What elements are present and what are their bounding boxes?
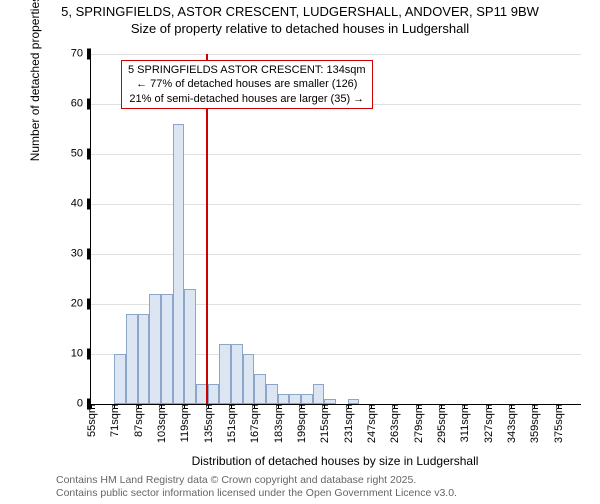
histogram-bar bbox=[161, 294, 173, 404]
grid-line bbox=[91, 54, 581, 55]
x-tick-label: 135sqm bbox=[201, 404, 215, 443]
histogram-bar bbox=[289, 394, 301, 404]
x-tick-label: 263sqm bbox=[387, 404, 401, 443]
x-tick-label: 71sqm bbox=[107, 404, 121, 437]
info-line-2: ← 77% of detached houses are smaller (12… bbox=[136, 78, 357, 90]
x-tick-label: 247sqm bbox=[364, 404, 378, 443]
x-tick-label: 327sqm bbox=[481, 404, 495, 443]
histogram-bar bbox=[126, 314, 138, 404]
x-tick-label: 199sqm bbox=[294, 404, 308, 443]
histogram-bar bbox=[208, 384, 220, 404]
title-line-1: 5, SPRINGFIELDS, ASTOR CRESCENT, LUDGERS… bbox=[61, 4, 539, 19]
y-tick-label: 40 bbox=[71, 199, 91, 210]
grid-line bbox=[91, 204, 581, 205]
histogram-bar bbox=[149, 294, 161, 404]
footer-attribution: Contains HM Land Registry data © Crown c… bbox=[56, 474, 457, 500]
y-tick-label: 30 bbox=[71, 249, 91, 260]
histogram-bar bbox=[243, 354, 255, 404]
x-tick-label: 55sqm bbox=[84, 404, 98, 437]
grid-line bbox=[91, 254, 581, 255]
x-tick-label: 215sqm bbox=[317, 404, 331, 443]
histogram-bar bbox=[278, 394, 290, 404]
histogram-bar bbox=[173, 124, 185, 404]
y-tick-label: 60 bbox=[71, 99, 91, 110]
histogram-bar bbox=[266, 384, 278, 404]
histogram-bar bbox=[138, 314, 150, 404]
y-tick-label: 70 bbox=[71, 49, 91, 60]
histogram-bar bbox=[184, 289, 196, 404]
x-tick-label: 311sqm bbox=[457, 404, 471, 442]
chart-title: 5, SPRINGFIELDS, ASTOR CRESCENT, LUDGERS… bbox=[0, 4, 600, 38]
x-tick-label: 375sqm bbox=[551, 404, 565, 443]
x-tick-label: 231sqm bbox=[341, 404, 355, 443]
x-tick-label: 183sqm bbox=[271, 404, 285, 443]
y-tick-label: 20 bbox=[71, 299, 91, 310]
x-tick-label: 343sqm bbox=[504, 404, 518, 443]
histogram-bar bbox=[231, 344, 243, 404]
footer-line-2: Contains public sector information licen… bbox=[56, 487, 457, 499]
y-tick-label: 50 bbox=[71, 149, 91, 160]
property-info-box: 5 SPRINGFIELDS ASTOR CRESCENT: 134sqm ← 7… bbox=[121, 60, 373, 109]
x-tick-label: 87sqm bbox=[131, 404, 145, 437]
y-tick-label: 10 bbox=[71, 349, 91, 360]
y-axis-label: Number of detached properties bbox=[28, 0, 42, 161]
title-line-2: Size of property relative to detached ho… bbox=[131, 21, 469, 36]
x-tick-label: 295sqm bbox=[434, 404, 448, 443]
histogram-bar bbox=[254, 374, 266, 404]
footer-line-1: Contains HM Land Registry data © Crown c… bbox=[56, 474, 416, 486]
grid-line bbox=[91, 154, 581, 155]
x-tick-label: 279sqm bbox=[411, 404, 425, 443]
histogram-bar bbox=[313, 384, 325, 404]
x-tick-label: 103sqm bbox=[154, 404, 168, 443]
histogram-bar bbox=[301, 394, 313, 404]
x-tick-label: 359sqm bbox=[527, 404, 541, 443]
x-tick-label: 151sqm bbox=[224, 404, 238, 443]
histogram-bar bbox=[219, 344, 231, 404]
histogram-bar bbox=[114, 354, 126, 404]
chart-container: Number of detached properties 0102030405… bbox=[60, 54, 580, 434]
info-line-3: 21% of semi-detached houses are larger (… bbox=[129, 93, 364, 105]
plot-area: 01020304050607055sqm71sqm87sqm103sqm119s… bbox=[90, 54, 581, 405]
x-tick-label: 119sqm bbox=[177, 404, 191, 442]
x-tick-label: 167sqm bbox=[247, 404, 261, 443]
info-line-1: 5 SPRINGFIELDS ASTOR CRESCENT: 134sqm bbox=[128, 64, 366, 76]
